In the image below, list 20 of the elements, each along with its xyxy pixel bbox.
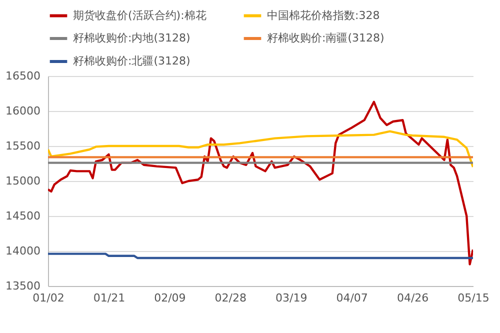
y-tick-label: 13500 — [6, 280, 40, 292]
y-tick-label: 16500 — [6, 70, 40, 82]
y-tick-label: 15000 — [6, 174, 40, 188]
x-tick-label: 01/21 — [93, 292, 126, 304]
x-tick-label: 03/19 — [276, 292, 308, 304]
x-tick-label: 04/26 — [396, 292, 429, 304]
legend-label: 籽棉收购价:北疆(3128) — [73, 54, 190, 68]
x-tick-label: 01/02 — [32, 292, 64, 304]
y-tick-label: 14500 — [6, 210, 40, 222]
x-tick-label: 04/07 — [336, 292, 368, 304]
x-tick-label: 02/28 — [214, 292, 246, 304]
x-tick-label: 05/15 — [458, 292, 490, 304]
y-tick-label: 15500 — [6, 140, 40, 152]
legend-label: 期货收盘价(活跃合约):棉花 — [73, 8, 206, 22]
x-tick-label: 02/09 — [154, 292, 186, 304]
y-tick-label: 14000 — [6, 244, 40, 258]
legend-label: 籽棉收购价:内地(3128) — [73, 32, 190, 44]
legend-label: 籽棉收购价:南疆(3128) — [267, 32, 384, 44]
legend-label: 中国棉花价格指数:328 — [267, 8, 380, 22]
y-tick-label: 16000 — [6, 104, 40, 118]
